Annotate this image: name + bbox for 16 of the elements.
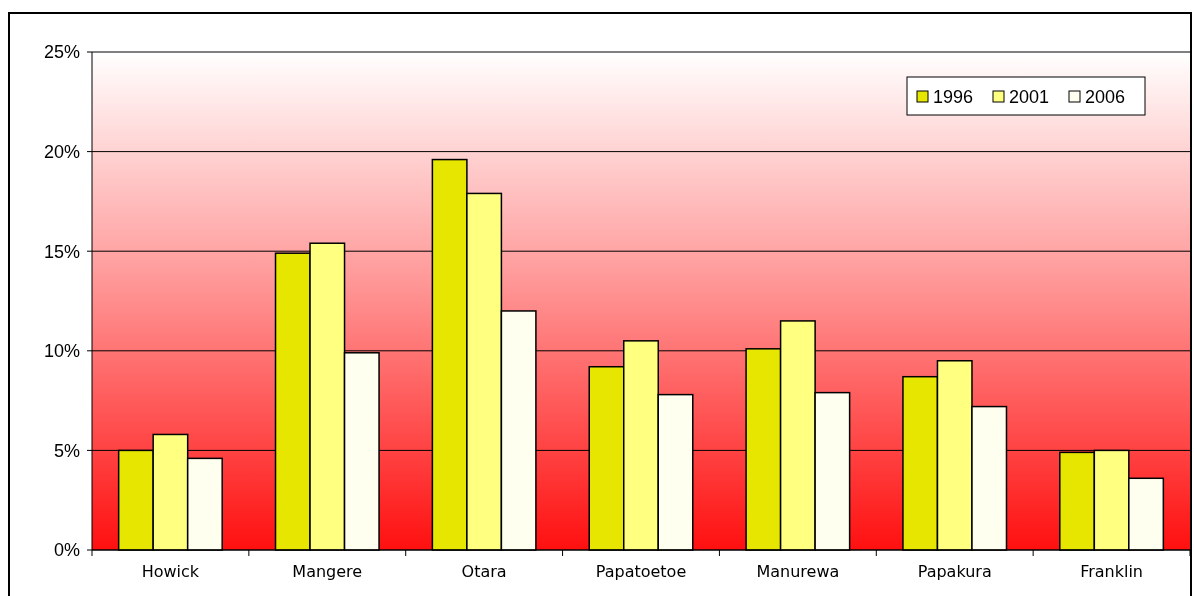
y-tick-label: 20%: [43, 141, 80, 162]
y-tick-label: 5%: [53, 440, 80, 461]
y-tick-label: 25%: [43, 42, 80, 63]
y-tick-label: 10%: [43, 341, 80, 362]
x-tick-label: Manurewa: [756, 562, 840, 581]
x-tick-label: Mangere: [292, 562, 363, 581]
x-tick-label: Papatoetoe: [595, 562, 687, 581]
legend-label: 1996: [933, 87, 974, 108]
x-tick-label: Franklin: [1080, 562, 1143, 581]
legend-label: 2006: [1085, 87, 1126, 108]
x-tick-label: Papakura: [917, 562, 992, 581]
y-tick-label: 15%: [43, 241, 80, 262]
x-tick-label: Howick: [141, 562, 200, 581]
y-tick-label: 0%: [53, 540, 80, 561]
legend-label: 2001: [1009, 87, 1050, 108]
x-tick-label: Otara: [461, 562, 507, 581]
